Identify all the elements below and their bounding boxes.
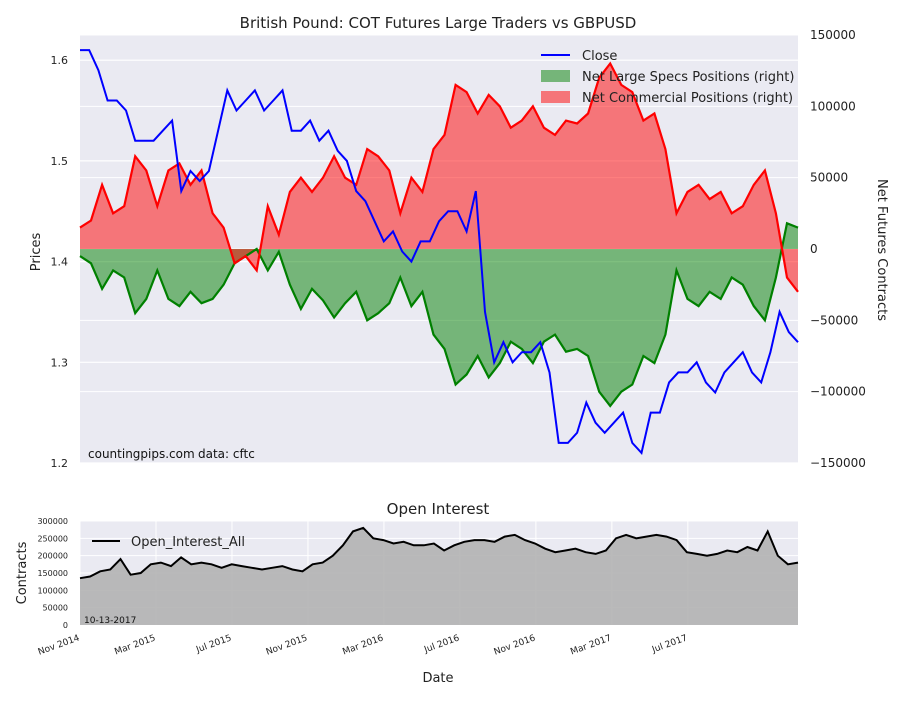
oi-legend: Open_Interest_All (92, 535, 245, 550)
legend-specs-label: Net Large Specs Positions (right) (582, 70, 794, 85)
oi-tick-label: 0 (63, 621, 68, 630)
specs-line (79, 221, 799, 408)
main-left-ticks: 1.2 1.3 1.4 1.5 1.6 (51, 54, 69, 470)
right-tick-label: 150000 (810, 28, 856, 42)
right-tick-label: −100000 (810, 385, 866, 399)
x-axis-label: Date (422, 671, 453, 686)
legend-oi-label: Open_Interest_All (131, 535, 245, 550)
oi-tick-label: 300000 (37, 517, 68, 526)
oi-chart-title: Open Interest (387, 500, 490, 518)
right-axis-label: Net Futures Contracts (874, 179, 889, 321)
main-series-lines (79, 49, 799, 455)
oi-tick-label: 200000 (37, 552, 68, 561)
left-tick-label: 1.5 (51, 155, 69, 168)
oi-y-axis-label: Contracts (15, 541, 30, 604)
oi-left-ticks: 300000 250000 200000 150000 100000 50000 0 (37, 517, 68, 630)
right-tick-label: 0 (810, 242, 818, 256)
right-tick-label: −50000 (810, 313, 858, 327)
left-tick-label: 1.3 (51, 356, 69, 369)
oi-tick-label: 100000 (37, 586, 68, 595)
data-source-annotation: data: cftc (198, 447, 255, 461)
left-axis-label: Prices (29, 233, 44, 272)
legend-close-label: Close (582, 49, 617, 64)
open-interest-chart: Open Interest 300000 250000 200000 150000 10… (15, 500, 799, 686)
oi-tick-label: 250000 (37, 534, 68, 543)
main-right-ticks: 150000 100000 50000 0 −50000 −100000 −150000 (810, 28, 866, 470)
main-legend: Close Net Large Specs Positions (right) … (541, 49, 794, 106)
left-tick-label: 1.6 (51, 54, 69, 67)
left-tick-label: 1.4 (51, 256, 69, 269)
legend-commercial-swatch (541, 91, 570, 103)
report-date-annotation: 10-13-2017 (84, 616, 136, 626)
oi-line (79, 526, 799, 580)
oi-tick-label: 150000 (37, 569, 68, 578)
oi-area-fill (79, 526, 799, 625)
close-price-line (80, 49, 799, 455)
left-tick-label: 1.2 (51, 457, 69, 470)
legend-specs-swatch (541, 70, 570, 82)
main-chart-title: British Pound: COT Futures Large Traders… (240, 14, 637, 32)
commercial-line (79, 61, 799, 293)
commercial-area (80, 63, 798, 292)
legend-commercial-label: Net Commercial Positions (right) (582, 91, 793, 106)
main-area-fills (80, 63, 798, 406)
specs-area (80, 223, 798, 406)
right-tick-label: 100000 (810, 99, 856, 113)
right-tick-label: 50000 (810, 171, 848, 185)
oi-area-shape (80, 527, 798, 625)
source-annotation: countingpips.com (88, 447, 195, 461)
oi-tick-label: 50000 (43, 604, 68, 613)
right-tick-label: −150000 (810, 456, 866, 470)
price-cot-chart: 1.2 1.3 1.4 1.5 1.6 150000 100000 50000 0 −50000… (29, 14, 889, 470)
